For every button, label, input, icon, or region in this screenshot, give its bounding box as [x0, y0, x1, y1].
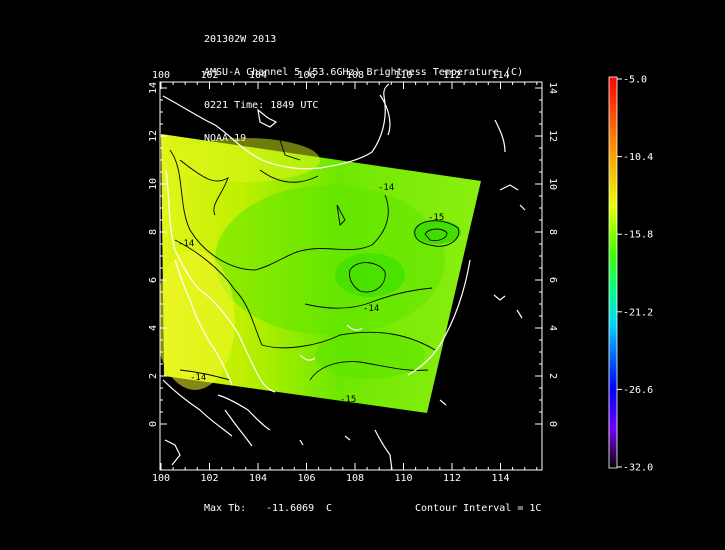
lat-tick-label-left: 10: [148, 178, 159, 190]
contour-label: -14: [363, 304, 379, 314]
contour-label: -14: [190, 373, 206, 383]
lon-tick-label-bottom: 100: [152, 473, 170, 484]
contour-lines: [169, 139, 460, 381]
lat-tick-label-left: 4: [148, 325, 159, 331]
contour-interval: Contour Interval = 1C: [415, 503, 542, 514]
colorbar-label: -21.2: [623, 307, 653, 318]
lon-tick-label-bottom: 104: [249, 473, 267, 484]
colorbar-label: -10.4: [623, 152, 653, 163]
lon-tick-label-bottom: 112: [443, 473, 461, 484]
lat-tick-label-left: 12: [148, 130, 159, 142]
title-line-4: NOAA-19: [204, 133, 247, 144]
title-line-2: AMSU-A Channel 5 (53.6GHz) Brightness Te…: [204, 67, 524, 78]
lat-tick-label-right: 4: [547, 325, 558, 331]
colorbar-label: -32.0: [623, 463, 653, 474]
title-line-1: 201302W 2013: [204, 34, 277, 45]
lat-tick-label-left: 6: [148, 277, 159, 283]
lon-tick-label-top: 114: [491, 70, 509, 81]
colorbar: [608, 76, 618, 469]
lat-tick-label-right: 2: [547, 373, 558, 379]
swath-yellow-zone: [170, 138, 320, 182]
lon-tick-label-top: 112: [443, 70, 461, 81]
lon-tick-label-top: 108: [346, 70, 364, 81]
lat-tick-label-left: 14: [148, 82, 159, 94]
max-tb-unit: C: [326, 503, 333, 514]
lat-tick-label-right: 6: [547, 277, 558, 283]
lat-tick-label-right: 0: [547, 421, 558, 427]
lon-tick-label-top: 100: [152, 70, 170, 81]
axis-ticks: 1001001021021041041061061081081101101121…: [148, 70, 558, 484]
lat-tick-label-right: 10: [547, 178, 558, 190]
lon-tick-label-top: 106: [297, 70, 315, 81]
lon-tick-label-bottom: 108: [346, 473, 364, 484]
swath-green-zone: [215, 185, 445, 335]
contour-label: -14: [378, 183, 394, 193]
lat-tick-label-right: 14: [547, 82, 558, 94]
swath-green-zone: [413, 220, 461, 244]
lat-tick-label-left: 2: [148, 373, 159, 379]
title-line-3: 0221 Time: 1849 UTC: [204, 100, 319, 111]
colorbar-labels: -5.0 -10.4 -15.8 -21.2 -26.6 -32.0: [617, 75, 653, 474]
lat-tick-label-right: 12: [547, 130, 558, 142]
lon-tick-label-bottom: 102: [200, 473, 218, 484]
contour-label: -15: [428, 213, 444, 223]
swath-green-zone: [315, 331, 425, 379]
map-data-layer: -15 -14 -14 -14 -14 -15: [160, 83, 526, 470]
swath-green-zone: [335, 253, 405, 297]
lat-tick-label-right: 8: [547, 229, 558, 235]
max-tb-label: Max Tb:: [204, 503, 247, 514]
swath-yellow-zone: [160, 250, 235, 390]
title-block: 201302W 2013 AMSU-A Channel 5 (53.6GHz) …: [204, 12, 523, 155]
colorbar-label: -5.0: [623, 75, 647, 86]
lon-tick-label-bottom: 106: [297, 473, 315, 484]
coastline: [162, 83, 526, 470]
lon-tick-label-top: 110: [394, 70, 412, 81]
contour-label: -14: [178, 239, 194, 249]
map-frame: [159, 81, 543, 471]
contour-label: -15: [340, 395, 356, 405]
max-tb-value: -11.6069: [266, 503, 315, 514]
colorbar-label: -26.6: [623, 385, 653, 396]
colorbar-label: -15.8: [623, 230, 653, 241]
lat-tick-label-left: 8: [148, 229, 159, 235]
lat-tick-label-left: 0: [148, 421, 159, 427]
lon-tick-label-top: 104: [249, 70, 267, 81]
lon-tick-label-bottom: 110: [394, 473, 412, 484]
lon-tick-label-top: 102: [200, 70, 218, 81]
lon-tick-label-bottom: 114: [491, 473, 509, 484]
